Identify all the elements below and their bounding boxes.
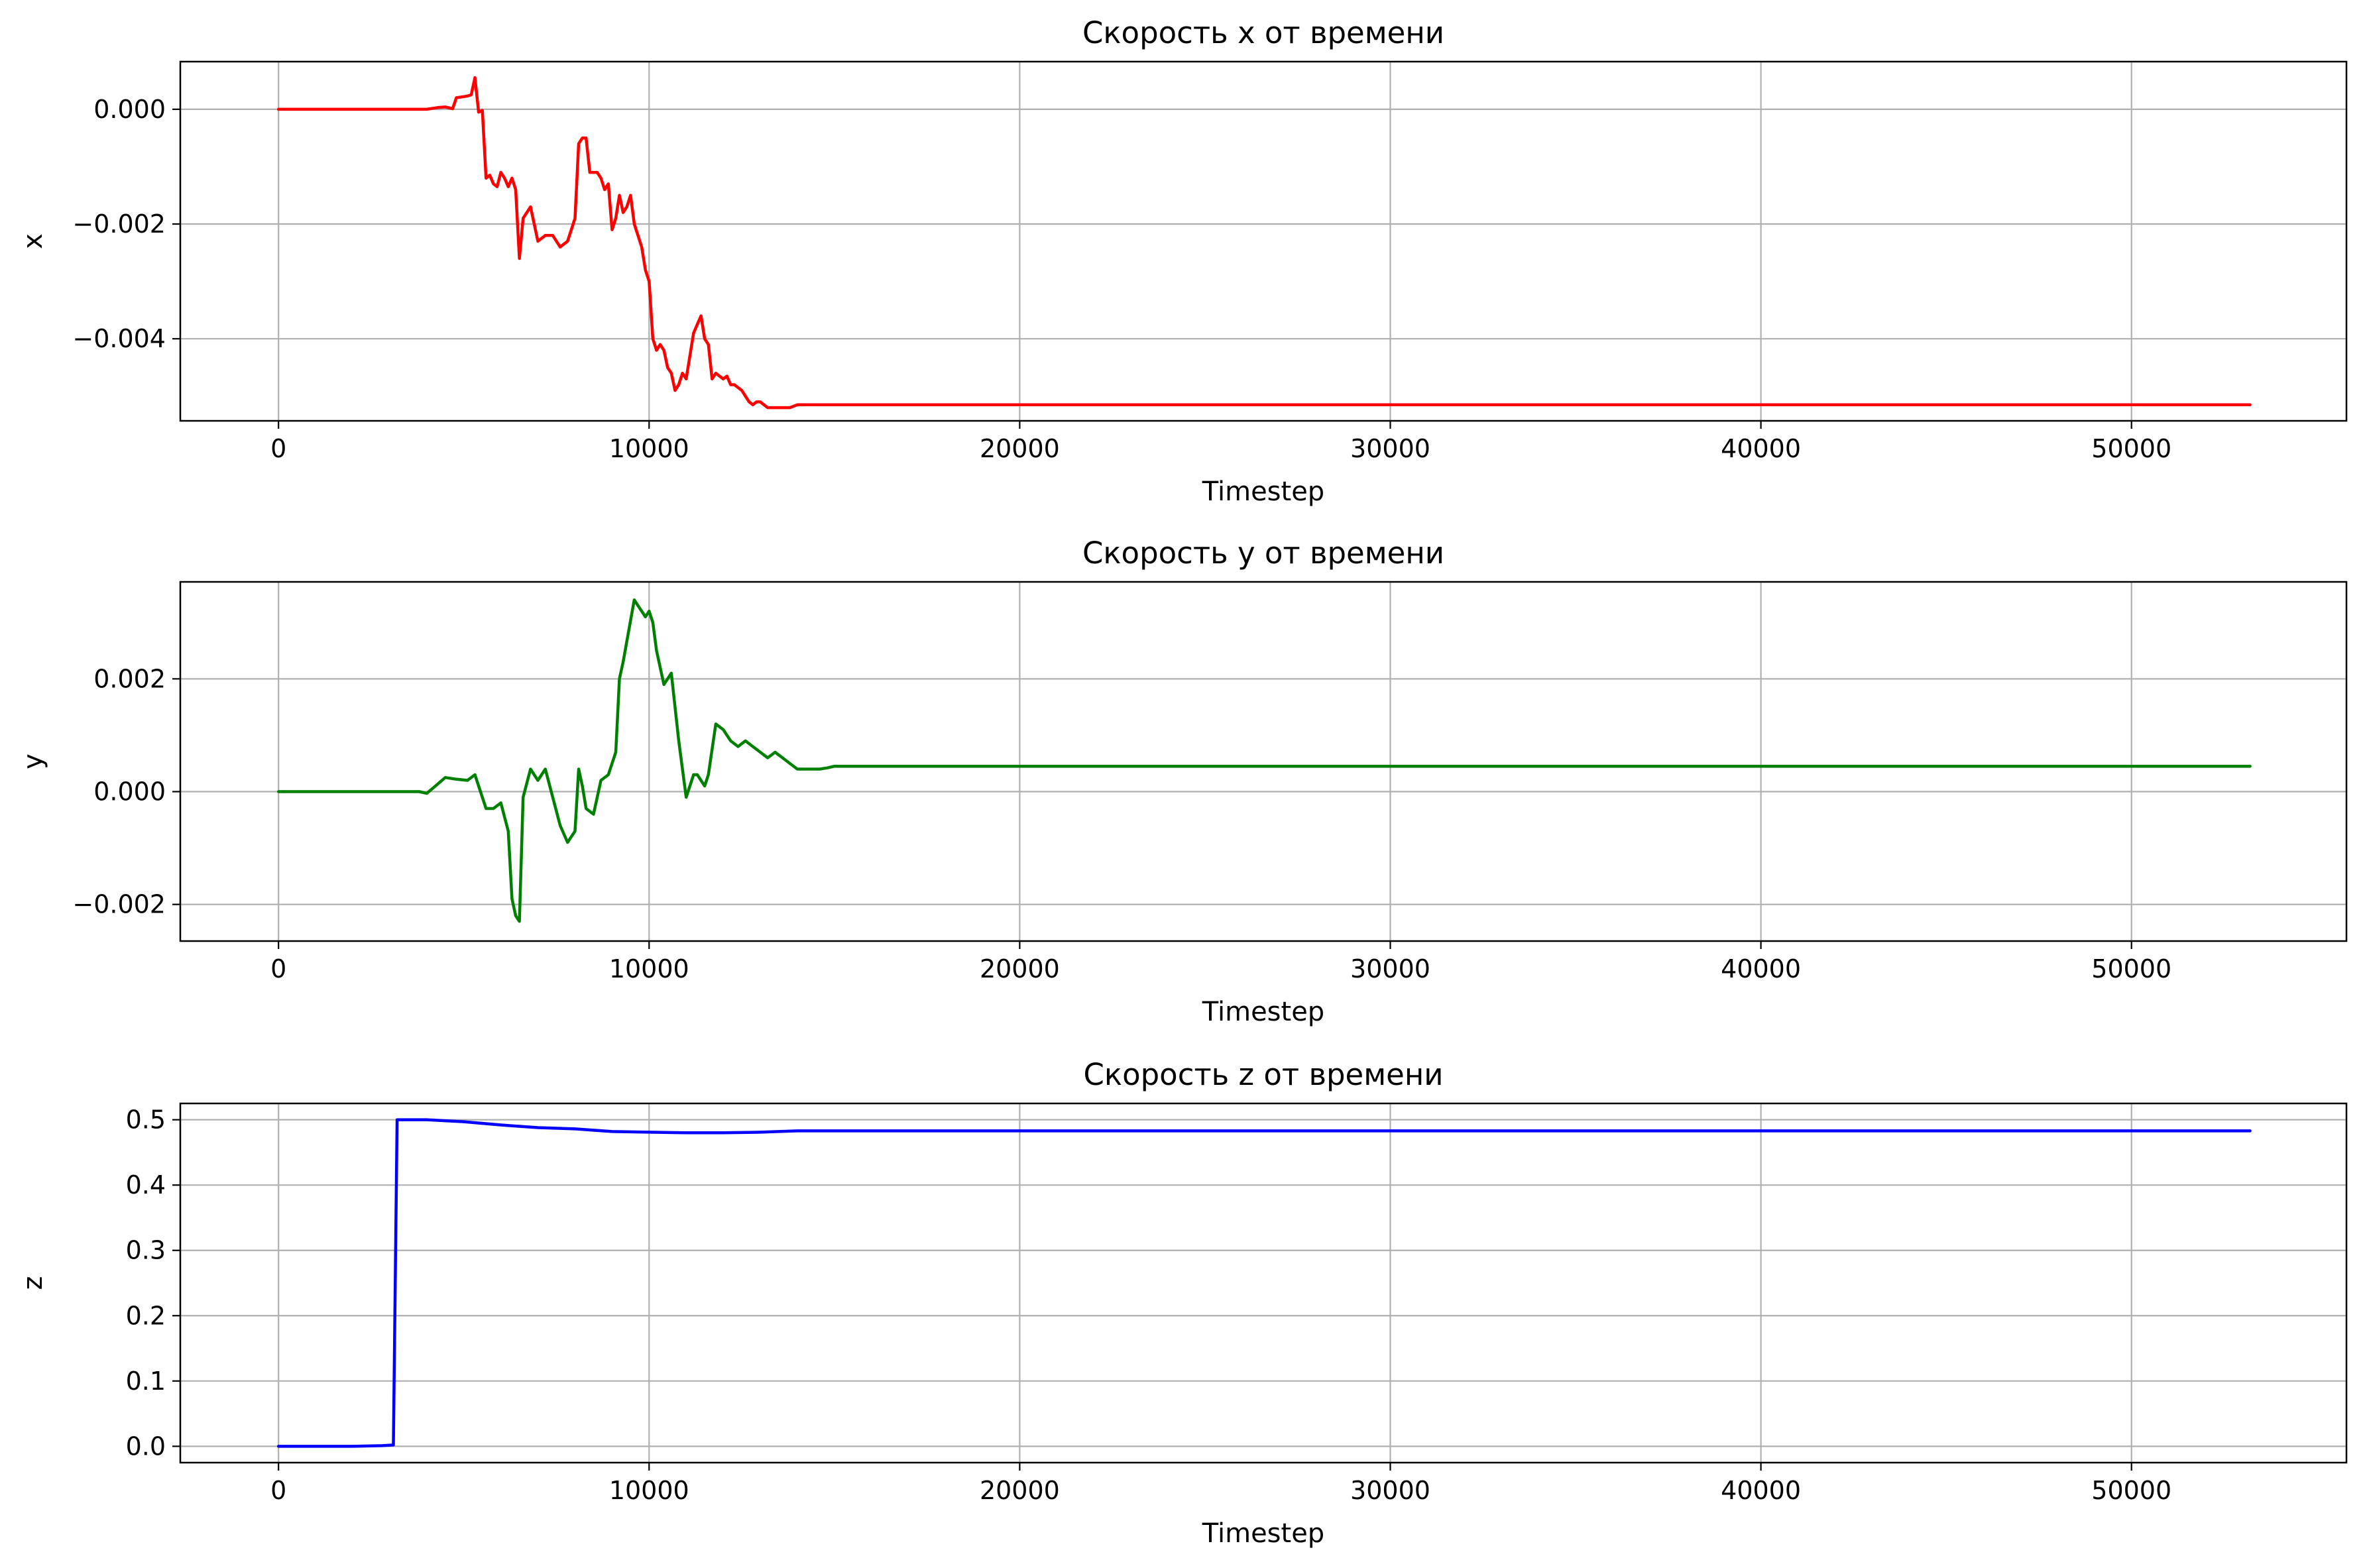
series-line bbox=[276, 1118, 2252, 1448]
x-tick-label: 10000 bbox=[609, 434, 689, 463]
y-tick-label: −0.002 bbox=[72, 209, 166, 239]
x-tick-label: 50000 bbox=[2091, 434, 2171, 463]
chart-title: Скорость z от времени bbox=[1083, 1057, 1443, 1092]
series-line bbox=[276, 76, 2252, 410]
x-axis-label: Timestep bbox=[1202, 997, 1324, 1027]
plot-frame bbox=[179, 581, 2348, 942]
series-lines bbox=[276, 598, 2252, 923]
axis-ticks: 0 10000 20000 30000 40000 50000 0.0 0.1 0.2 0.3 0.… bbox=[126, 1105, 2172, 1505]
x-axis-label: Timestep bbox=[1202, 476, 1324, 507]
x-tick-label: 20000 bbox=[980, 1476, 1060, 1505]
y-tick-label: 0.1 bbox=[126, 1367, 166, 1396]
subplot-y-velocity: 0 10000 20000 30000 40000 50000 0.002 0.000 −0.0… bbox=[18, 535, 2348, 1027]
grid-lines bbox=[180, 1103, 2346, 1463]
y-tick-label: 0.5 bbox=[126, 1105, 166, 1135]
x-tick-label: 50000 bbox=[2091, 1476, 2171, 1505]
y-axis-label: x bbox=[18, 233, 48, 249]
x-tick-label: 30000 bbox=[1350, 434, 1430, 463]
chart-title: Скорость x от времени bbox=[1082, 15, 1444, 50]
plot-frame bbox=[179, 1102, 2348, 1464]
x-tick-label: 20000 bbox=[980, 954, 1060, 983]
y-tick-label: 0.002 bbox=[93, 664, 166, 693]
x-tick-label: 30000 bbox=[1350, 954, 1430, 983]
x-tick-label: 40000 bbox=[1721, 954, 1801, 983]
y-axis-label: y bbox=[18, 754, 48, 769]
y-tick-label: −0.002 bbox=[72, 890, 166, 919]
x-tick-label: 50000 bbox=[2091, 954, 2171, 983]
axis-ticks: 0 10000 20000 30000 40000 50000 0.000 −0.002 −0.… bbox=[72, 95, 2171, 463]
plot-frame bbox=[179, 60, 2348, 422]
subplot-x-velocity: 0 10000 20000 30000 40000 50000 0.000 −0.002 −0.… bbox=[18, 15, 2348, 507]
y-tick-label: 0.000 bbox=[93, 777, 166, 807]
x-tick-label: 0 bbox=[270, 1476, 286, 1505]
x-tick-label: 30000 bbox=[1350, 1476, 1430, 1505]
grid-lines bbox=[180, 62, 2346, 421]
x-tick-label: 40000 bbox=[1721, 1476, 1801, 1505]
x-tick-label: 10000 bbox=[609, 954, 689, 983]
x-tick-label: 40000 bbox=[1721, 434, 1801, 463]
series-lines bbox=[276, 76, 2252, 410]
x-tick-label: 10000 bbox=[609, 1476, 689, 1505]
grid-lines bbox=[180, 582, 2346, 941]
y-tick-label: 0.0 bbox=[126, 1431, 166, 1461]
x-tick-label: 0 bbox=[270, 954, 286, 983]
y-tick-label: −0.004 bbox=[72, 324, 166, 353]
x-tick-label: 20000 bbox=[980, 434, 1060, 463]
chart-title: Скорость y от времени bbox=[1082, 535, 1444, 571]
y-axis-label: z bbox=[18, 1276, 48, 1290]
x-axis-label: Timestep bbox=[1202, 1518, 1324, 1549]
y-tick-label: 0.4 bbox=[126, 1170, 166, 1200]
series-line bbox=[276, 598, 2252, 923]
y-tick-label: 0.3 bbox=[126, 1236, 166, 1265]
y-tick-label: 0.2 bbox=[126, 1301, 166, 1330]
series-lines bbox=[276, 1118, 2252, 1448]
subplot-z-velocity: 0 10000 20000 30000 40000 50000 0.0 0.1 0.2 0.3 0.… bbox=[18, 1057, 2348, 1549]
y-tick-label: 0.000 bbox=[93, 95, 166, 124]
x-tick-label: 0 bbox=[270, 434, 286, 463]
axis-ticks: 0 10000 20000 30000 40000 50000 0.002 0.000 −0.0… bbox=[72, 664, 2171, 983]
